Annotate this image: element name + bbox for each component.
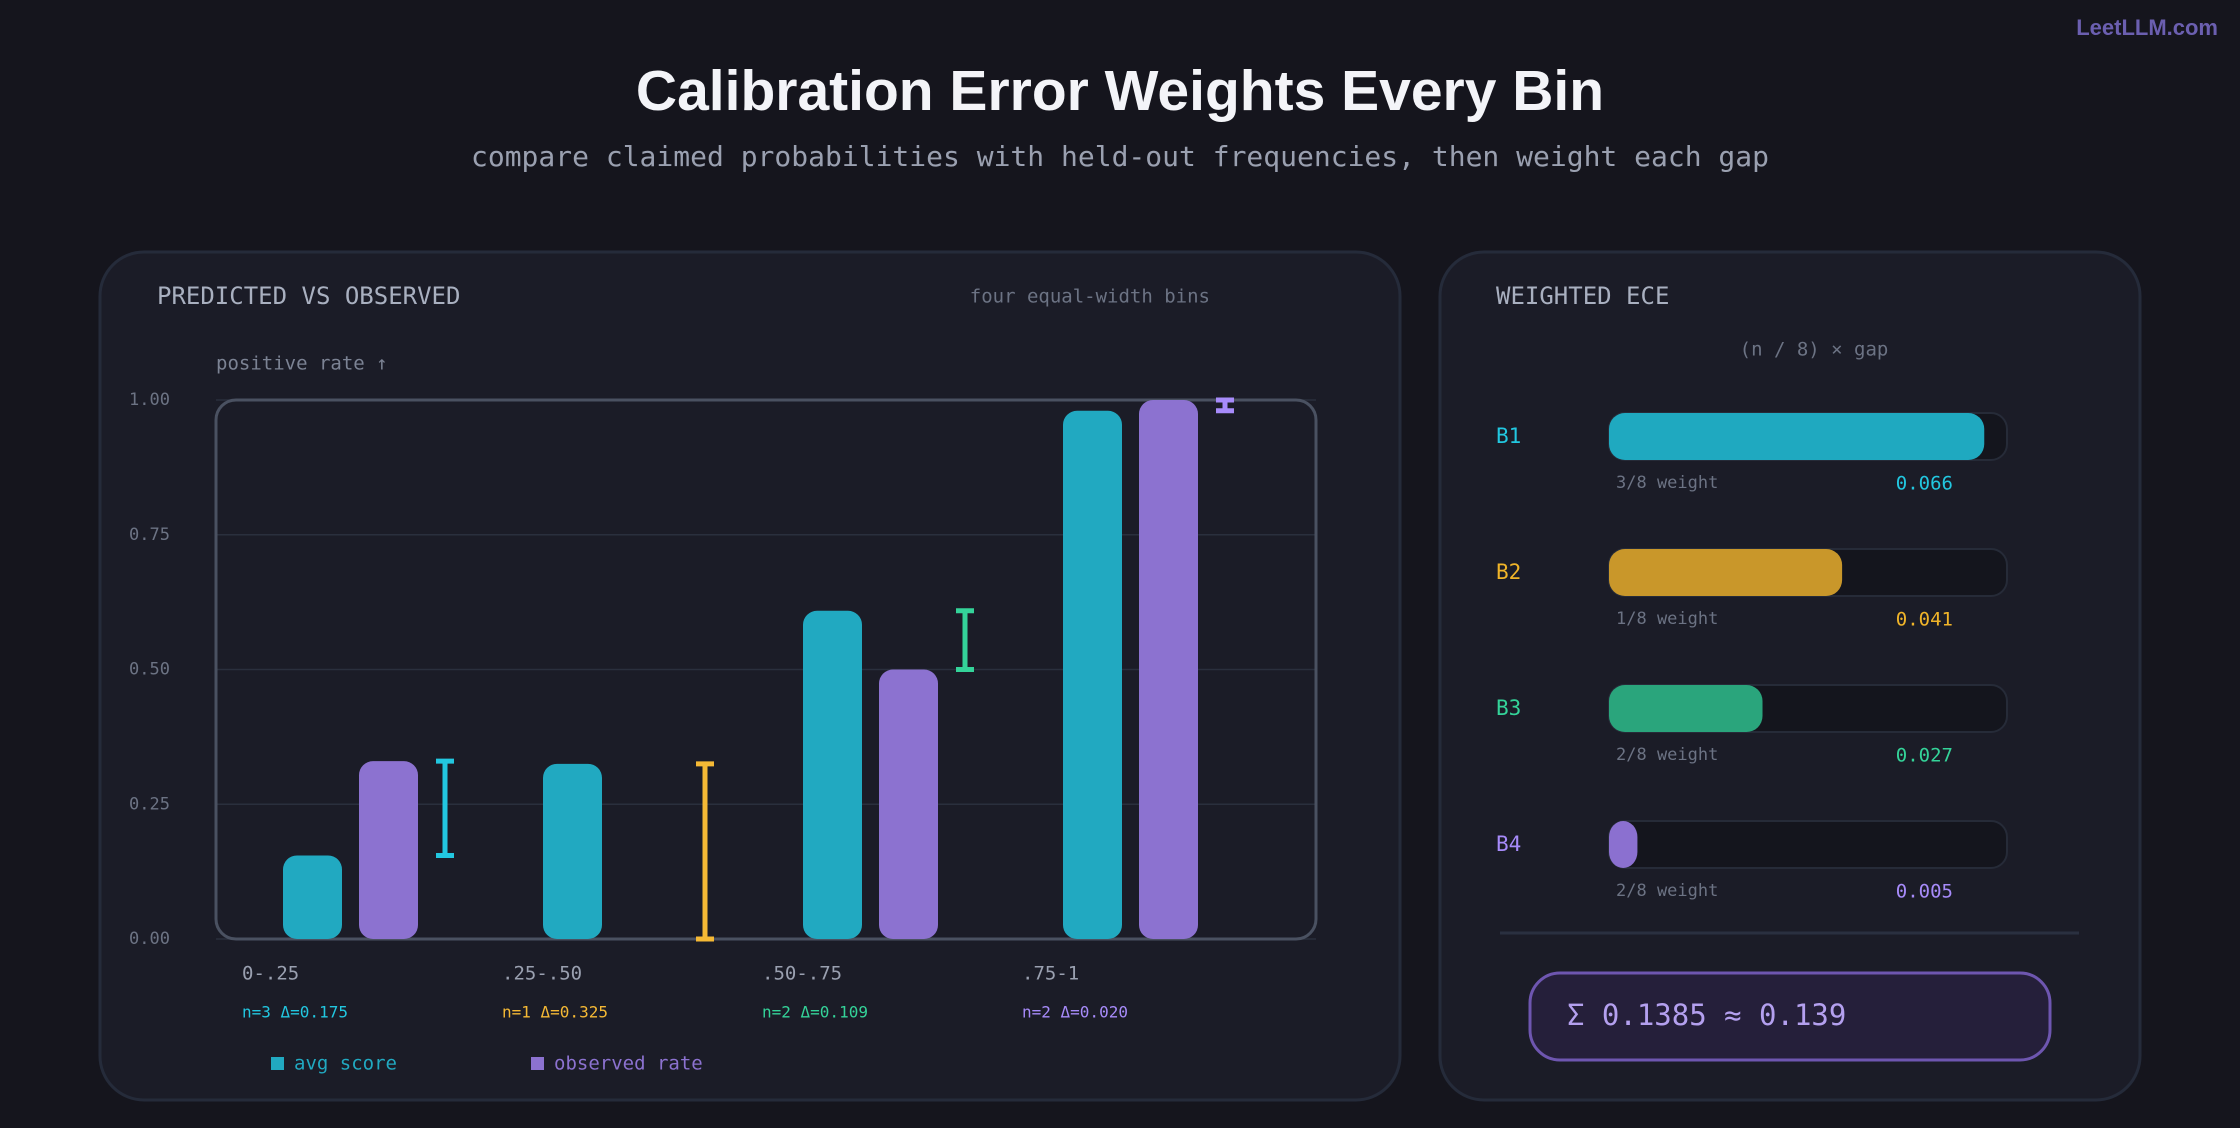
row-label: B3 [1496, 696, 1521, 720]
chart-subtitle: four equal-width bins [970, 286, 1210, 308]
bar [1609, 549, 1843, 596]
weight-label: 2/8 weight [1616, 881, 1718, 901]
page-subtitle: compare claimed probabilities with held-… [471, 140, 1769, 173]
gap-bar [1216, 397, 1234, 414]
weight-label: 3/8 weight [1616, 473, 1718, 493]
row-label: B2 [1496, 560, 1521, 584]
bin-note: n=1 Δ=0.325 [502, 1003, 608, 1022]
row-label: B1 [1496, 424, 1521, 448]
legend-swatch [271, 1057, 284, 1070]
bin-note: n=2 Δ=0.109 [762, 1003, 868, 1022]
y-tick-label: 1.00 [129, 390, 170, 410]
x-tick-label: .50-.75 [762, 963, 842, 985]
bin-note: n=2 Δ=0.020 [1022, 1003, 1128, 1022]
bar [1609, 413, 1985, 460]
summary: Σ 0.1385 ≈ 0.139 [1567, 998, 1846, 1032]
value-label: 0.066 [1896, 473, 1953, 495]
chart-subtitle: (n / 8) × gap [1740, 339, 1889, 361]
bar [1609, 685, 1763, 732]
bar [1609, 821, 1638, 868]
x-tick-label: 0-.25 [242, 963, 299, 985]
row-label: B4 [1496, 832, 1521, 856]
chart-title: PREDICTED VS OBSERVED [157, 282, 460, 310]
track [1608, 820, 2008, 869]
weight-label: 2/8 weight [1616, 745, 1718, 765]
x-tick-label: .75-1 [1022, 963, 1079, 985]
gap-bar [956, 608, 974, 672]
chart-title: WEIGHTED ECE [1496, 282, 1669, 310]
value-label: 0.005 [1896, 881, 1953, 903]
page-title: Calibration Error Weights Every Bin [636, 59, 1604, 123]
legend-label: avg score [294, 1053, 397, 1075]
value-label: 0.027 [1896, 745, 1953, 767]
right-panel [1438, 250, 2142, 1102]
summary-box [1528, 971, 2052, 1062]
bar [879, 669, 938, 939]
legend-swatch [531, 1057, 544, 1070]
bar [803, 610, 862, 939]
gap-bar [696, 761, 714, 942]
bar [359, 761, 418, 939]
bar [1063, 410, 1122, 939]
y-tick-label: 0.50 [129, 660, 170, 680]
y-tick-label: 0.00 [129, 929, 170, 949]
y-tick-label: 0.25 [129, 794, 170, 814]
value-label: 0.041 [1896, 609, 1953, 631]
y-axis-label: positive rate ↑ [216, 353, 388, 375]
legend-label: observed rate [554, 1053, 703, 1075]
bar [1139, 400, 1198, 939]
weight-label: 1/8 weight [1616, 609, 1718, 629]
brand: LeetLLM.com [2076, 15, 2218, 40]
x-tick-label: .25-.50 [502, 963, 582, 985]
bar [283, 855, 342, 939]
bar [543, 763, 602, 939]
gap-bar [436, 758, 454, 858]
bin-note: n=3 Δ=0.175 [242, 1003, 348, 1022]
y-tick-label: 0.75 [129, 525, 170, 545]
plot-frame [214, 398, 1318, 941]
